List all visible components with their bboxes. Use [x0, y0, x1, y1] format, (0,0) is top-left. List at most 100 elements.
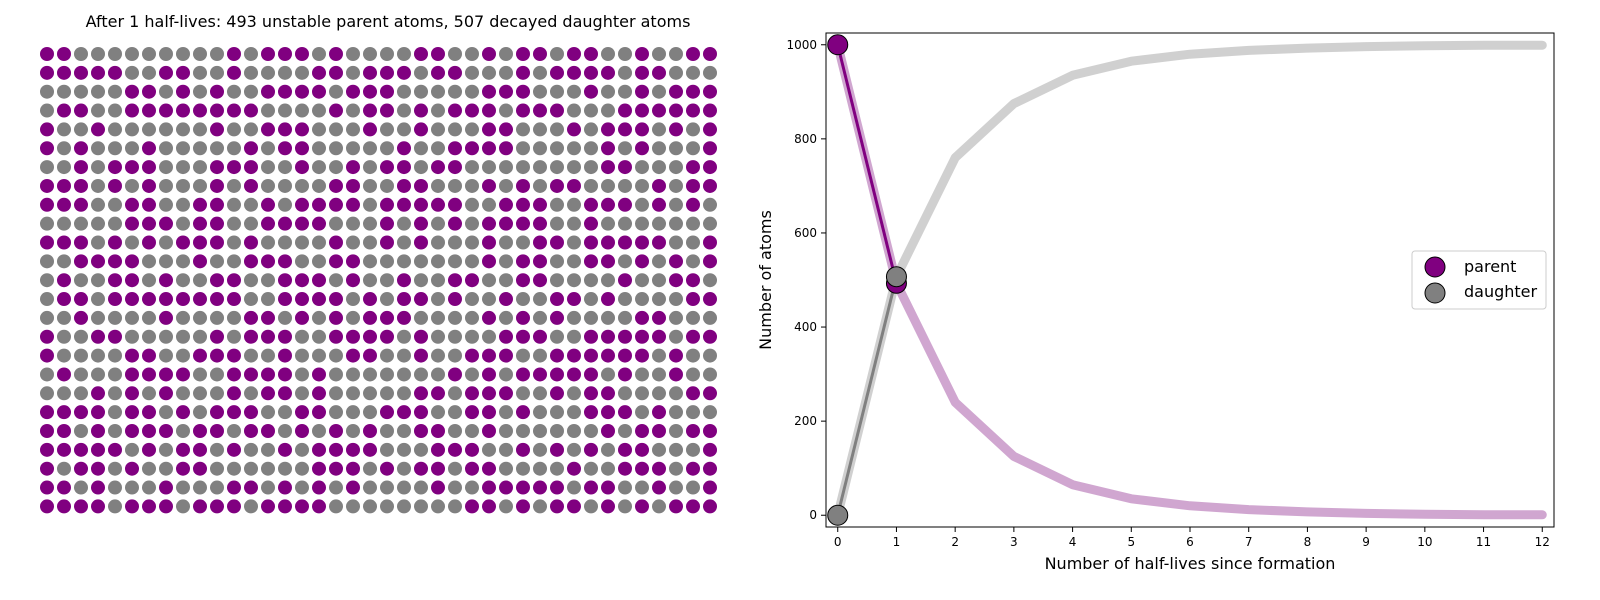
parent-atom	[125, 405, 139, 420]
daughter-atom	[652, 47, 666, 61]
daughter-atom	[295, 386, 309, 401]
daughter-atom	[329, 216, 343, 231]
daughter-atom	[193, 405, 207, 420]
point-start-daughter	[827, 504, 849, 526]
daughter-atom	[210, 141, 224, 156]
parent-atom	[159, 386, 173, 401]
parent-atom	[499, 386, 513, 401]
point-start-parent	[827, 34, 849, 56]
parent-atom	[142, 141, 156, 156]
daughter-atom	[57, 84, 71, 99]
daughter-atom	[584, 461, 598, 476]
daughter-atom	[295, 103, 309, 118]
parent-atom	[601, 254, 615, 269]
parent-atom	[414, 424, 428, 438]
daughter-atom	[142, 65, 156, 80]
parent-atom	[210, 160, 224, 175]
parent-atom	[431, 461, 445, 476]
parent-atom	[448, 197, 462, 212]
daughter-atom	[652, 122, 666, 137]
parent-atom	[482, 254, 496, 269]
daughter-atom	[176, 273, 190, 288]
parent-atom	[380, 329, 394, 344]
daughter-atom	[74, 273, 88, 288]
parent-atom	[312, 65, 326, 80]
daughter-atom	[652, 84, 666, 99]
series-band-daughter	[833, 40, 1547, 520]
daughter-atom	[652, 273, 666, 288]
parent-atom	[703, 329, 717, 344]
daughter-atom	[210, 254, 224, 269]
parent-atom	[142, 424, 156, 438]
y-tick-label: 200	[794, 414, 817, 428]
parent-atom	[499, 141, 513, 156]
daughter-atom	[57, 348, 71, 363]
parent-atom	[108, 273, 122, 288]
daughter-atom	[380, 178, 394, 193]
daughter-atom	[397, 348, 411, 363]
daughter-atom	[108, 84, 122, 99]
y-tick-label: 0	[809, 508, 817, 522]
daughter-atom	[703, 310, 717, 325]
parent-atom	[57, 405, 71, 420]
daughter-atom	[40, 310, 54, 325]
daughter-atom	[91, 160, 105, 175]
daughter-atom	[465, 65, 479, 80]
parent-atom	[431, 442, 445, 457]
parent-atom	[550, 480, 564, 495]
daughter-atom	[482, 442, 496, 457]
daughter-atom	[482, 273, 496, 288]
parent-atom	[601, 424, 615, 438]
daughter-atom	[499, 235, 513, 250]
daughter-atom	[380, 348, 394, 363]
daughter-atom	[278, 103, 292, 118]
parent-atom	[278, 216, 292, 231]
parent-atom	[329, 424, 343, 438]
daughter-atom	[431, 254, 445, 269]
parent-atom	[329, 235, 343, 250]
daughter-atom	[499, 47, 513, 61]
parent-atom	[142, 348, 156, 363]
parent-atom	[295, 499, 309, 514]
parent-atom	[193, 197, 207, 212]
parent-atom	[601, 141, 615, 156]
parent-atom	[584, 216, 598, 231]
daughter-atom	[108, 480, 122, 495]
parent-atom	[499, 292, 513, 307]
parent-atom	[618, 442, 632, 457]
daughter-atom	[550, 160, 564, 175]
parent-atom	[91, 329, 105, 344]
parent-atom	[482, 141, 496, 156]
parent-atom	[74, 405, 88, 420]
daughter-atom	[397, 386, 411, 401]
parent-atom	[74, 65, 88, 80]
parent-atom	[380, 405, 394, 420]
parent-atom	[176, 461, 190, 476]
daughter-atom	[91, 197, 105, 212]
parent-atom	[329, 329, 343, 344]
daughter-atom	[125, 235, 139, 250]
parent-atom	[244, 103, 258, 118]
daughter-atom	[108, 461, 122, 476]
daughter-atom	[227, 329, 241, 344]
parent-atom	[567, 178, 581, 193]
daughter-atom	[176, 310, 190, 325]
daughter-atom	[431, 367, 445, 382]
parent-atom	[210, 499, 224, 514]
parent-atom	[482, 367, 496, 382]
daughter-atom	[312, 122, 326, 137]
parent-atom	[108, 160, 122, 175]
grid-title: After 1 half-lives: 493 unstable parent …	[85, 12, 691, 31]
daughter-atom	[465, 47, 479, 61]
parent-atom	[448, 442, 462, 457]
parent-atom	[533, 47, 547, 61]
parent-atom	[397, 197, 411, 212]
y-tick-label: 600	[794, 226, 817, 240]
parent-atom	[414, 405, 428, 420]
parent-atom	[482, 47, 496, 61]
parent-atom	[499, 122, 513, 137]
daughter-atom	[159, 122, 173, 137]
daughter-atom	[278, 197, 292, 212]
daughter-atom	[380, 292, 394, 307]
daughter-atom	[431, 348, 445, 363]
